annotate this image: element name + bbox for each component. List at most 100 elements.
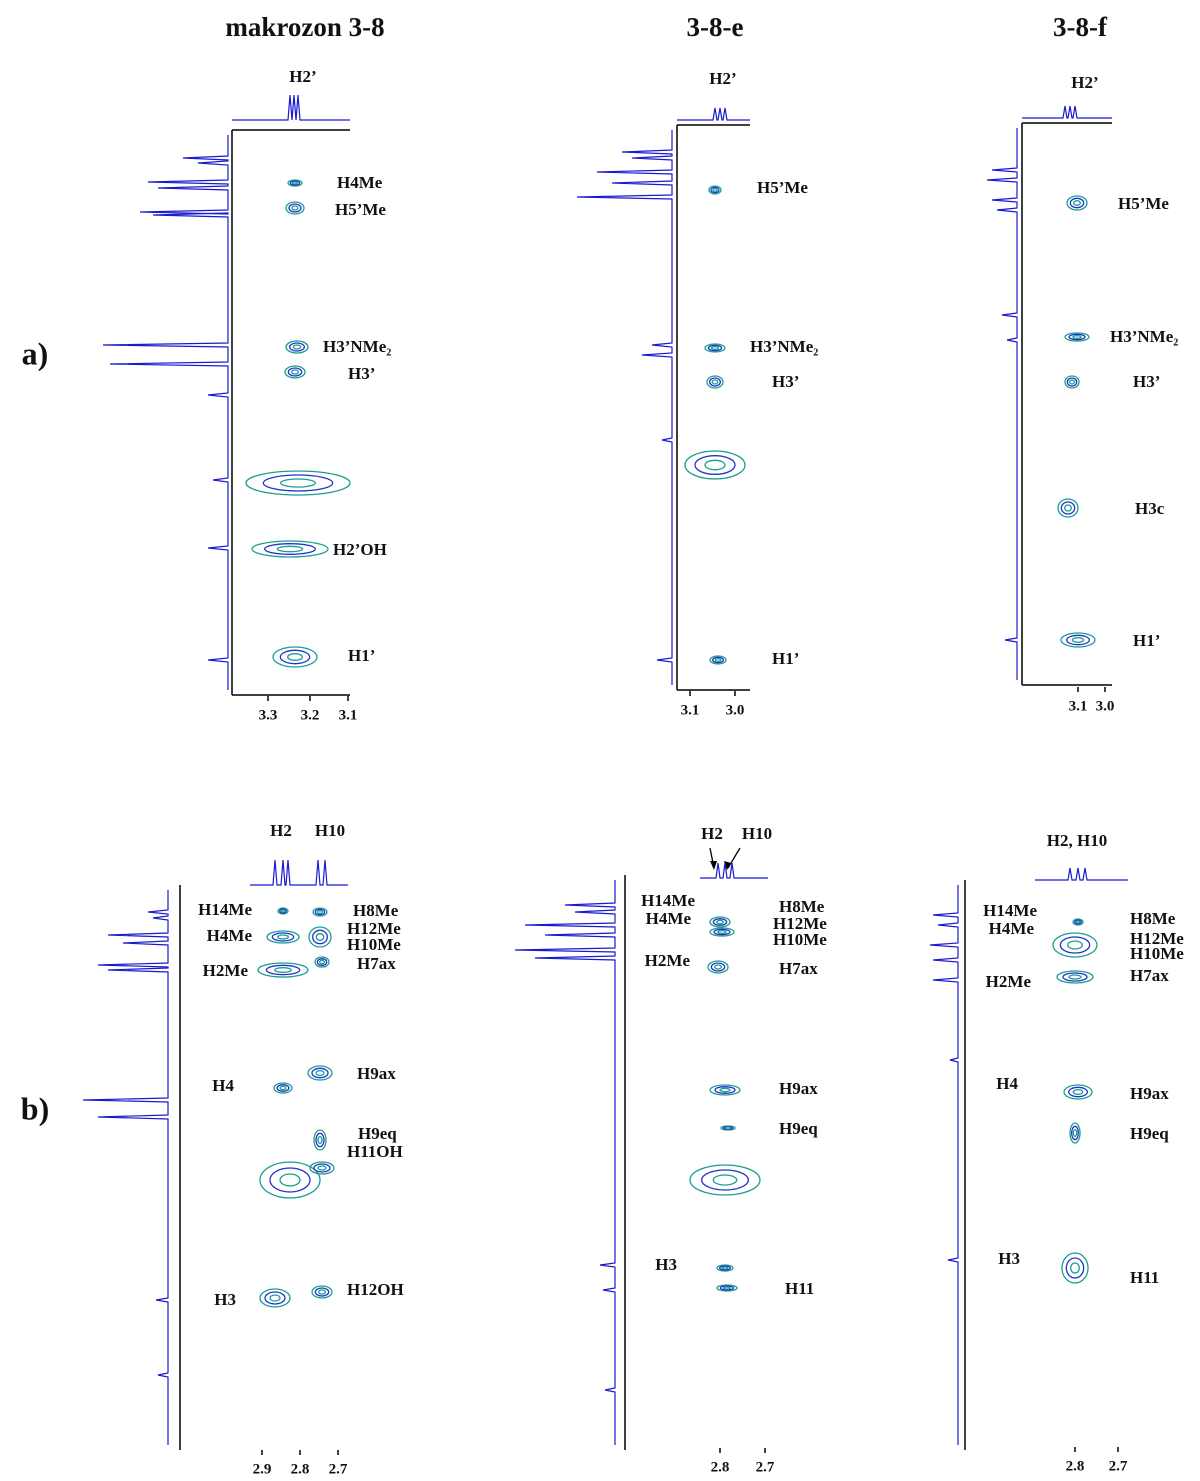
cross-peak xyxy=(314,956,330,968)
projection-label: H10 xyxy=(742,824,772,843)
projection-spectrum xyxy=(82,890,169,1445)
cross-peak xyxy=(1072,335,1082,339)
cross-peak xyxy=(707,960,729,974)
cross-peak xyxy=(288,203,302,213)
cross-peak xyxy=(712,1174,738,1186)
column-title: 3-8-f xyxy=(1053,12,1108,42)
projection-label: H2 xyxy=(701,824,723,843)
peak-label: H10Me xyxy=(773,930,827,949)
cross-peak xyxy=(1066,377,1078,387)
cross-peak xyxy=(277,907,289,915)
cross-peak xyxy=(264,543,316,555)
peak-label: H4 xyxy=(996,1074,1018,1093)
projection-spectrum xyxy=(929,885,959,1445)
cross-peak xyxy=(1073,200,1081,206)
peak-label: H10Me xyxy=(347,935,401,954)
x-tick-label: 3.0 xyxy=(1096,698,1115,714)
peak-label: H3’ xyxy=(348,364,375,383)
projection-spectrum xyxy=(250,859,348,886)
peak-label: H3’NMe₂ xyxy=(750,337,818,356)
cross-peak xyxy=(709,927,735,937)
peak-label: H4 xyxy=(212,1076,234,1095)
peak-label: H12Me xyxy=(347,919,401,938)
x-tick-label: 3.1 xyxy=(1069,698,1088,714)
cross-peak xyxy=(1056,970,1094,984)
projection-spectrum xyxy=(514,880,616,1445)
cross-peak xyxy=(1069,379,1075,385)
cross-peak xyxy=(1074,919,1082,925)
cross-peak xyxy=(273,1082,293,1094)
peak-label: H3’ xyxy=(772,372,799,391)
cross-peak xyxy=(271,932,295,942)
cross-peak xyxy=(704,459,726,471)
projection-spectrum xyxy=(232,94,350,121)
cross-peak xyxy=(315,1132,325,1148)
cross-peak xyxy=(314,1287,330,1297)
cross-peak xyxy=(317,1136,323,1144)
cross-peak xyxy=(714,964,722,970)
cross-peak xyxy=(279,1173,301,1187)
peak-label: H11 xyxy=(785,1279,814,1298)
peak-label: H12OH xyxy=(347,1280,404,1299)
peak-label: H5’Me xyxy=(1118,194,1169,213)
cross-peak xyxy=(265,964,301,976)
cross-peak xyxy=(276,1084,290,1092)
cross-peak xyxy=(262,474,334,492)
projection-label: H2’ xyxy=(289,67,316,86)
cross-peak xyxy=(308,926,332,948)
cross-peak xyxy=(264,1291,286,1305)
peak-label: H1’ xyxy=(348,646,375,665)
peak-label: H3’ xyxy=(1133,372,1160,391)
projection-spectrum xyxy=(576,130,673,685)
cross-peak xyxy=(291,369,299,375)
cross-peak xyxy=(1066,634,1090,646)
cross-peak xyxy=(307,1065,333,1081)
cross-peak xyxy=(1069,1122,1081,1144)
cross-peak xyxy=(313,1163,331,1173)
peak-label: H14Me xyxy=(983,901,1037,920)
projection-spectrum xyxy=(1035,867,1128,881)
cross-peak xyxy=(1061,1252,1089,1284)
cross-peak xyxy=(1072,1129,1078,1137)
cross-peak xyxy=(280,909,286,913)
x-tick-label: 2.7 xyxy=(756,1459,775,1475)
cross-peak xyxy=(269,1294,281,1302)
peak-label: H11OH xyxy=(347,1142,403,1161)
cross-peak xyxy=(259,1161,321,1199)
cross-peak xyxy=(1064,375,1080,389)
cross-peak xyxy=(719,1285,735,1291)
peak-label: H4Me xyxy=(207,926,253,945)
peak-label: H8Me xyxy=(1130,909,1176,928)
cross-peak xyxy=(276,545,304,553)
cross-peak xyxy=(277,934,289,940)
cross-peak xyxy=(1072,918,1084,926)
peak-label: H2’OH xyxy=(333,540,387,559)
cross-peak xyxy=(709,916,731,928)
cross-peak xyxy=(712,656,724,664)
cross-peak xyxy=(709,1084,741,1096)
cross-peak xyxy=(689,1164,761,1196)
peak-label: H9eq xyxy=(779,1119,818,1138)
cross-peak xyxy=(701,1169,749,1191)
cross-peak xyxy=(1066,195,1088,211)
cross-peak xyxy=(709,377,721,387)
peak-label: H1’ xyxy=(772,649,799,668)
cross-peak xyxy=(1064,504,1072,512)
cross-peak xyxy=(1075,920,1081,924)
peak-label: H9eq xyxy=(358,1124,397,1143)
x-tick-label: 3.2 xyxy=(301,707,320,723)
cross-peak xyxy=(1059,936,1091,954)
cross-peak xyxy=(716,1284,738,1292)
cross-peak xyxy=(1067,940,1083,950)
column-title: 3-8-e xyxy=(687,12,744,42)
cross-peak xyxy=(285,340,309,354)
peak-label: H8Me xyxy=(353,901,399,920)
x-tick-label: 2.8 xyxy=(711,1459,730,1475)
cross-peak xyxy=(272,646,318,668)
cross-peak xyxy=(279,649,311,665)
peak-label: H7ax xyxy=(1130,966,1169,985)
x-tick-label: 2.7 xyxy=(329,1461,348,1477)
cross-peak xyxy=(287,653,303,661)
cross-peak xyxy=(257,962,309,978)
